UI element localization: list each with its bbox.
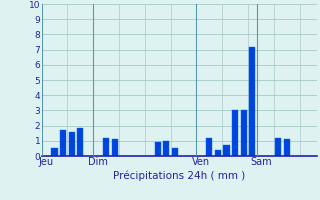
Bar: [241, 110, 247, 156]
Bar: [249, 47, 255, 156]
Bar: [112, 139, 118, 156]
Bar: [69, 132, 75, 156]
Bar: [232, 110, 238, 156]
Bar: [77, 128, 83, 156]
Bar: [284, 139, 290, 156]
Bar: [52, 148, 58, 156]
Bar: [60, 130, 66, 156]
X-axis label: Précipitations 24h ( mm ): Précipitations 24h ( mm ): [113, 170, 245, 181]
Bar: [155, 142, 161, 156]
Bar: [172, 148, 178, 156]
Bar: [215, 150, 221, 156]
Bar: [223, 145, 229, 156]
Bar: [206, 138, 212, 156]
Bar: [163, 141, 169, 156]
Bar: [103, 138, 109, 156]
Bar: [275, 138, 281, 156]
